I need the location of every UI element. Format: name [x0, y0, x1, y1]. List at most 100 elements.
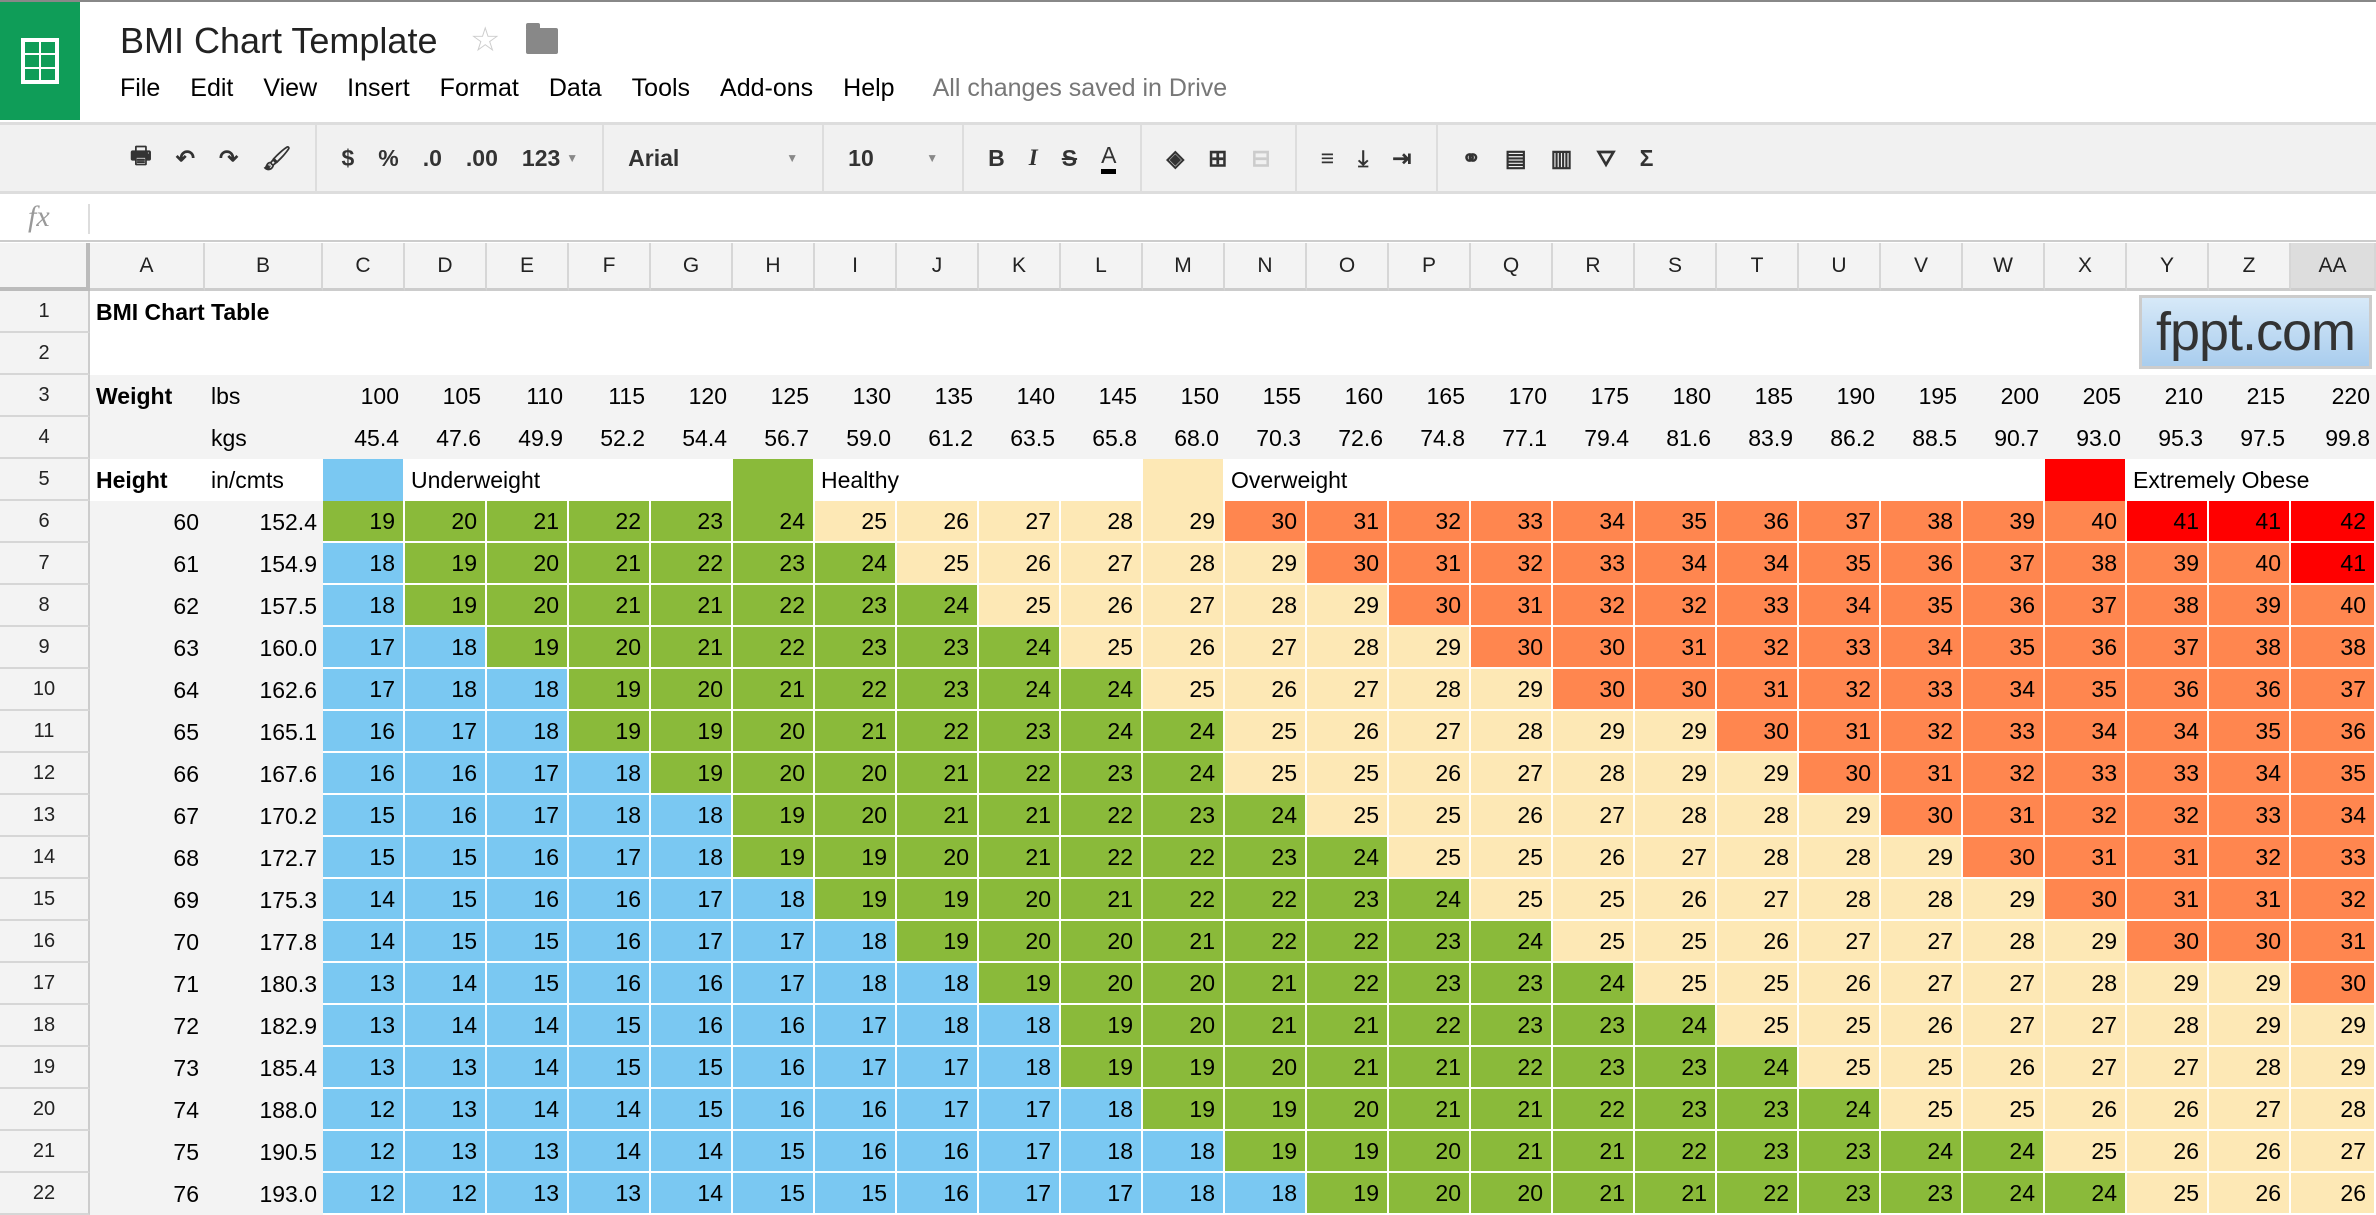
- bmi-value-cell[interactable]: 15: [323, 795, 405, 837]
- bmi-value-cell[interactable]: 23: [1635, 1089, 1717, 1131]
- bmi-value-cell[interactable]: 20: [733, 753, 815, 795]
- row-header-3[interactable]: 3: [0, 375, 90, 417]
- row-header-7[interactable]: 7: [0, 543, 90, 585]
- bmi-value-cell[interactable]: 32: [1389, 501, 1471, 543]
- bmi-value-cell[interactable]: 17: [979, 1089, 1061, 1131]
- weight-lbs-cell[interactable]: 205: [2045, 375, 2127, 417]
- bmi-value-cell[interactable]: 19: [815, 879, 897, 921]
- bmi-value-cell[interactable]: 28: [1799, 837, 1881, 879]
- bmi-value-cell[interactable]: 21: [733, 669, 815, 711]
- bmi-value-cell[interactable]: 16: [487, 837, 569, 879]
- bmi-value-cell[interactable]: 22: [1471, 1047, 1553, 1089]
- bmi-value-cell[interactable]: 29: [1307, 585, 1389, 627]
- weight-kgs-cell[interactable]: 45.4: [323, 417, 405, 459]
- bmi-value-cell[interactable]: 30: [1471, 627, 1553, 669]
- bmi-value-cell[interactable]: 17: [487, 795, 569, 837]
- bmi-value-cell[interactable]: 17: [651, 879, 733, 921]
- bmi-value-cell[interactable]: 21: [487, 501, 569, 543]
- font-size-select[interactable]: 10 ▼: [848, 145, 938, 172]
- bmi-value-cell[interactable]: 22: [651, 543, 733, 585]
- more-formats-button[interactable]: 123 ▼: [522, 145, 578, 172]
- bmi-value-cell[interactable]: 23: [1471, 963, 1553, 1005]
- bmi-value-cell[interactable]: 24: [733, 501, 815, 543]
- bmi-value-cell[interactable]: 17: [569, 837, 651, 879]
- document-title[interactable]: BMI Chart Template: [120, 20, 438, 61]
- bmi-value-cell[interactable]: 37: [2127, 627, 2209, 669]
- bmi-value-cell[interactable]: 27: [1963, 963, 2045, 1005]
- bmi-value-cell[interactable]: 26: [1061, 585, 1143, 627]
- bmi-value-cell[interactable]: 14: [405, 963, 487, 1005]
- bmi-value-cell[interactable]: 28: [1717, 837, 1799, 879]
- bmi-value-cell[interactable]: 24: [1307, 837, 1389, 879]
- functions-button[interactable]: Σ: [1639, 144, 1654, 171]
- column-header-k[interactable]: K: [979, 243, 1061, 291]
- column-header-a[interactable]: A: [90, 243, 205, 291]
- bmi-value-cell[interactable]: 32: [2045, 795, 2127, 837]
- weight-lbs-cell[interactable]: 130: [815, 375, 897, 417]
- bmi-value-cell[interactable]: 18: [569, 795, 651, 837]
- bmi-value-cell[interactable]: 24: [1881, 1131, 1963, 1173]
- bmi-value-cell[interactable]: 25: [1061, 627, 1143, 669]
- bmi-value-cell[interactable]: 21: [1471, 1131, 1553, 1173]
- bmi-value-cell[interactable]: 32: [1799, 669, 1881, 711]
- bmi-value-cell[interactable]: 13: [487, 1173, 569, 1215]
- bmi-value-cell[interactable]: 34: [2127, 711, 2209, 753]
- bmi-value-cell[interactable]: 27: [2127, 1047, 2209, 1089]
- bmi-value-cell[interactable]: 28: [1389, 669, 1471, 711]
- filter-icon[interactable]: ⛛: [1596, 144, 1616, 171]
- weight-kgs-cell[interactable]: 56.7: [733, 417, 815, 459]
- bmi-value-cell[interactable]: 23: [815, 627, 897, 669]
- bmi-value-cell[interactable]: 28: [1963, 921, 2045, 963]
- menu-format[interactable]: Format: [439, 74, 519, 102]
- bmi-value-cell[interactable]: 24: [1799, 1089, 1881, 1131]
- bmi-value-cell[interactable]: 20: [1143, 1005, 1225, 1047]
- bmi-value-cell[interactable]: 15: [733, 1173, 815, 1215]
- bmi-value-cell[interactable]: 18: [1225, 1173, 1307, 1215]
- weight-lbs-cell[interactable]: 120: [651, 375, 733, 417]
- bmi-value-cell[interactable]: 26: [897, 501, 979, 543]
- bmi-value-cell[interactable]: 36: [1881, 543, 1963, 585]
- column-header-l[interactable]: L: [1061, 243, 1143, 291]
- height-inches-cell[interactable]: 69: [90, 879, 205, 921]
- bmi-value-cell[interactable]: 18: [405, 669, 487, 711]
- bmi-value-cell[interactable]: 26: [1635, 879, 1717, 921]
- bmi-value-cell[interactable]: 25: [897, 543, 979, 585]
- bmi-value-cell[interactable]: 16: [323, 711, 405, 753]
- bmi-value-cell[interactable]: 25: [1963, 1089, 2045, 1131]
- bmi-value-cell[interactable]: 20: [651, 669, 733, 711]
- bmi-value-cell[interactable]: 16: [651, 963, 733, 1005]
- height-cm-cell[interactable]: 165.1: [205, 711, 323, 753]
- percent-button[interactable]: %: [378, 144, 399, 171]
- bmi-value-cell[interactable]: 19: [897, 921, 979, 963]
- bmi-value-cell[interactable]: 35: [1881, 585, 1963, 627]
- bmi-value-cell[interactable]: 13: [323, 963, 405, 1005]
- bmi-value-cell[interactable]: 22: [1061, 837, 1143, 879]
- row-header-13[interactable]: 13: [0, 795, 90, 837]
- bmi-value-cell[interactable]: 16: [405, 753, 487, 795]
- bmi-value-cell[interactable]: 18: [323, 543, 405, 585]
- bmi-value-cell[interactable]: 20: [1061, 963, 1143, 1005]
- bmi-value-cell[interactable]: 28: [1881, 879, 1963, 921]
- bmi-value-cell[interactable]: 29: [2209, 963, 2291, 1005]
- height-inches-cell[interactable]: 73: [90, 1047, 205, 1089]
- bmi-value-cell[interactable]: 30: [1717, 711, 1799, 753]
- column-header-c[interactable]: C: [323, 243, 405, 291]
- weight-kgs-cell[interactable]: 86.2: [1799, 417, 1881, 459]
- bmi-value-cell[interactable]: 20: [815, 795, 897, 837]
- bmi-value-cell[interactable]: 19: [651, 711, 733, 753]
- row-header-6[interactable]: 6: [0, 501, 90, 543]
- bmi-value-cell[interactable]: 26: [2045, 1089, 2127, 1131]
- bmi-value-cell[interactable]: 15: [405, 879, 487, 921]
- weight-kgs-cell[interactable]: 97.5: [2209, 417, 2291, 459]
- bmi-value-cell[interactable]: 27: [2209, 1089, 2291, 1131]
- bmi-value-cell[interactable]: 31: [2127, 837, 2209, 879]
- column-header-o[interactable]: O: [1307, 243, 1389, 291]
- height-cm-cell[interactable]: 177.8: [205, 921, 323, 963]
- bmi-value-cell[interactable]: 33: [1963, 711, 2045, 753]
- bmi-value-cell[interactable]: 38: [1881, 501, 1963, 543]
- bmi-value-cell[interactable]: 23: [979, 711, 1061, 753]
- bmi-value-cell[interactable]: 16: [897, 1173, 979, 1215]
- bmi-value-cell[interactable]: 26: [1963, 1047, 2045, 1089]
- bmi-value-cell[interactable]: 18: [1143, 1131, 1225, 1173]
- height-inches-cell[interactable]: 66: [90, 753, 205, 795]
